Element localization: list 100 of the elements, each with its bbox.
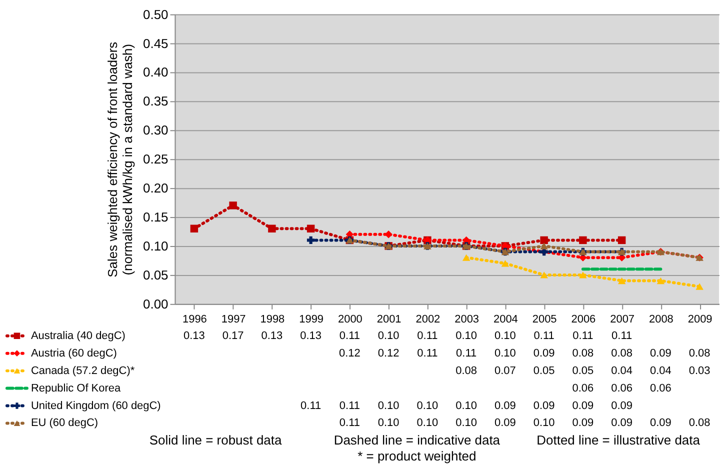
data-label: 0.10	[416, 417, 438, 430]
legend-label: United Kingdom (60 degC)	[30, 400, 161, 412]
point	[229, 202, 237, 210]
data-label: 0.10	[456, 400, 477, 412]
data-label: 0.11	[417, 347, 438, 360]
data-label: 0.09	[533, 400, 555, 412]
point	[618, 277, 626, 284]
point	[696, 283, 704, 290]
legend-label: Australia (40 degC)	[30, 330, 126, 342]
text: Solid line = robust data	[149, 432, 282, 448]
x-tick-label: 2009	[688, 313, 712, 326]
point	[618, 236, 626, 244]
point	[268, 224, 276, 232]
data-label: 0.10	[378, 330, 400, 342]
data-label: 0.10	[456, 417, 477, 430]
point	[306, 236, 315, 244]
x-tick-label: 2006	[571, 313, 596, 326]
data-label: 0.09	[611, 400, 632, 412]
data-label: 0.11	[456, 347, 477, 360]
x-tick-label: 2005	[532, 313, 557, 326]
legend-label: Republic Of Korea	[30, 382, 122, 394]
x-tick-label: 2001	[376, 313, 402, 326]
text: * = product weighted	[358, 448, 476, 464]
data-label: 0.09	[611, 417, 632, 430]
x-tick-label: 1997	[221, 313, 246, 326]
y-tick-label: 0.25	[143, 152, 168, 167]
y-tick-label: 0.20	[143, 180, 168, 196]
data-label: 0.10	[494, 330, 516, 342]
data-label: 0.06	[611, 382, 632, 394]
y-tick-label: 0.35	[143, 94, 168, 109]
data-label: 0.08	[688, 417, 710, 430]
legend-label: Austria (60 degC)	[30, 347, 117, 360]
data-label: 0.12	[378, 347, 400, 360]
x-tick-label: 2003	[454, 313, 480, 326]
x-tick-label: 1999	[299, 313, 324, 326]
data-label: 0.06	[572, 382, 594, 394]
legend-label: Canada (57.2 degC)*	[30, 364, 136, 377]
y-axis-title: Sales weighted efficiency of front loaders (normalised kWh/kg in a standard wash)	[105, 41, 136, 278]
data-label: 0.08	[688, 347, 710, 360]
point	[306, 224, 315, 232]
point	[540, 242, 548, 250]
data-label: 0.08	[572, 347, 594, 360]
point	[190, 224, 198, 232]
data-label: 0.09	[572, 417, 594, 430]
data-label: 0.10	[378, 417, 400, 430]
text: Dashed line = indicative data	[334, 432, 501, 448]
data-label: 0.10	[416, 400, 438, 412]
data-label: 0.09	[494, 417, 516, 430]
data-label: 0.06	[650, 382, 672, 394]
data-label: 0.08	[456, 364, 477, 377]
data-label: 0.10	[378, 400, 400, 412]
data-label: 0.03	[688, 364, 710, 377]
data-label: 0.09	[533, 347, 555, 360]
y-tick-label: 0.30	[143, 122, 168, 138]
x-tick-label: 2002	[416, 313, 440, 326]
point	[540, 236, 548, 244]
data-label: 0.11	[612, 330, 632, 342]
x-tick-label: 1998	[260, 313, 285, 326]
data-label: 0.10	[494, 347, 516, 360]
data-label: 0.13	[300, 330, 322, 342]
data-label: 0.11	[339, 400, 360, 412]
x-tick-label: 2007	[610, 313, 635, 326]
point	[656, 277, 665, 284]
y-tick-label: 0.40	[143, 64, 168, 80]
data-label: 0.09	[494, 400, 516, 412]
y-tick-label: 0.10	[143, 238, 168, 254]
x-tick-label: 2008	[648, 313, 674, 326]
data-label: 0.10	[456, 330, 477, 342]
data-label: 0.11	[339, 417, 360, 430]
data-label: 0.05	[533, 364, 555, 377]
data-label: 0.10	[533, 417, 555, 430]
legend-label: EU (60 degC)	[30, 417, 98, 430]
text: Dotted line = illustrative data	[536, 432, 701, 448]
data-label: 0.04	[650, 364, 672, 377]
point	[501, 260, 510, 267]
point	[579, 272, 587, 278]
y-tick-label: 0.05	[143, 267, 168, 282]
data-label: 0.13	[184, 330, 205, 342]
y-tick-label: 0.00	[143, 296, 168, 312]
data-label: 0.07	[494, 364, 516, 377]
data-label: 0.05	[572, 364, 594, 377]
x-tick-label: 2004	[493, 313, 518, 326]
data-label: 0.08	[611, 347, 632, 360]
y-tick-label: 0.15	[143, 210, 168, 225]
x-tick-label: 1996	[182, 313, 207, 326]
data-label: 0.12	[339, 347, 360, 360]
data-label: 0.17	[222, 330, 244, 342]
data-label: 0.09	[650, 347, 672, 360]
data-label: 0.11	[339, 330, 360, 342]
data-label: 0.11	[300, 400, 322, 412]
data-label: 0.13	[261, 330, 283, 342]
data-label: 0.09	[650, 417, 672, 430]
x-tick-label: 2000	[338, 313, 362, 326]
data-label: 0.04	[611, 364, 632, 377]
point	[579, 236, 587, 244]
data-label: 0.11	[417, 330, 438, 342]
y-tick-label: 0.45	[143, 36, 168, 51]
data-label: 0.11	[534, 330, 554, 342]
data-label: 0.09	[572, 400, 594, 412]
data-label: 0.11	[572, 330, 594, 342]
